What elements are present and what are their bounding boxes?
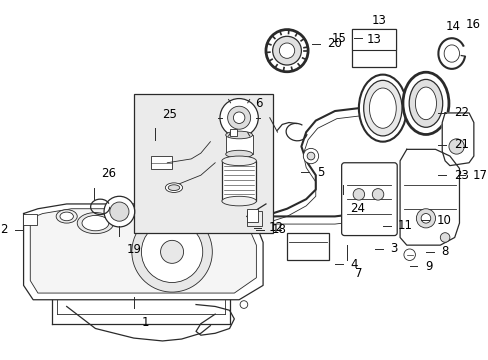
Bar (246, 209, 258, 222)
Text: 19: 19 (127, 243, 142, 256)
Text: 2: 2 (0, 223, 7, 236)
Text: 21: 21 (453, 138, 468, 151)
Circle shape (141, 221, 203, 283)
Bar (382, 194, 391, 215)
Text: 23: 23 (453, 169, 468, 182)
Circle shape (439, 233, 449, 242)
Text: 16: 16 (464, 18, 479, 31)
Text: 11: 11 (397, 220, 412, 233)
Bar (225, 135, 252, 154)
Text: 3: 3 (390, 243, 397, 256)
FancyBboxPatch shape (341, 163, 396, 235)
Text: 6: 6 (254, 97, 262, 110)
Text: 22: 22 (453, 107, 468, 120)
Text: 14: 14 (445, 20, 460, 33)
Text: 15: 15 (331, 32, 346, 45)
Bar (351, 29, 395, 67)
Ellipse shape (168, 185, 180, 190)
Text: 5: 5 (316, 166, 324, 179)
Ellipse shape (363, 80, 401, 136)
Ellipse shape (225, 131, 252, 139)
Text: 10: 10 (436, 214, 450, 227)
Text: 13: 13 (370, 14, 386, 27)
Ellipse shape (56, 210, 77, 223)
Text: 20: 20 (326, 37, 342, 50)
Text: 25: 25 (162, 108, 177, 121)
Circle shape (303, 148, 318, 164)
Ellipse shape (368, 88, 395, 128)
Ellipse shape (82, 215, 109, 231)
Text: 17: 17 (472, 169, 487, 182)
Ellipse shape (60, 212, 73, 221)
Ellipse shape (225, 150, 252, 158)
Circle shape (104, 196, 134, 227)
Circle shape (227, 106, 250, 129)
Circle shape (220, 99, 258, 137)
Circle shape (279, 43, 294, 58)
Text: 1: 1 (141, 316, 149, 329)
Text: 12: 12 (268, 221, 283, 234)
Text: 8: 8 (440, 246, 447, 258)
Ellipse shape (402, 72, 448, 135)
Ellipse shape (222, 156, 256, 166)
Circle shape (110, 202, 129, 221)
Circle shape (415, 209, 435, 228)
Circle shape (272, 36, 301, 65)
Ellipse shape (408, 80, 442, 127)
Polygon shape (399, 149, 459, 245)
Circle shape (306, 152, 314, 160)
Bar (134, 94, 272, 233)
Ellipse shape (165, 183, 182, 193)
Circle shape (240, 301, 247, 309)
Circle shape (371, 189, 383, 200)
Ellipse shape (198, 210, 222, 223)
Bar (151, 156, 172, 170)
Polygon shape (30, 209, 256, 293)
Ellipse shape (222, 196, 256, 206)
Circle shape (233, 112, 244, 123)
Ellipse shape (77, 212, 113, 234)
Polygon shape (441, 113, 473, 166)
Text: 4: 4 (349, 258, 357, 271)
Ellipse shape (415, 87, 436, 120)
Bar (222, 161, 256, 201)
Text: 18: 18 (271, 223, 286, 236)
Text: 26: 26 (101, 167, 116, 180)
Bar (229, 129, 237, 136)
Text: 9: 9 (424, 260, 431, 273)
Circle shape (403, 249, 415, 261)
Text: 24: 24 (349, 202, 365, 215)
Circle shape (160, 240, 183, 264)
Bar (22, 213, 37, 225)
Text: 7: 7 (354, 267, 362, 280)
Bar (246, 211, 262, 226)
Circle shape (265, 30, 307, 72)
Circle shape (132, 212, 212, 292)
Ellipse shape (358, 75, 406, 142)
Bar (351, 29, 395, 50)
Circle shape (448, 139, 463, 154)
Text: 13: 13 (366, 33, 381, 46)
Bar (286, 233, 328, 260)
Circle shape (420, 213, 430, 223)
Circle shape (352, 189, 364, 200)
